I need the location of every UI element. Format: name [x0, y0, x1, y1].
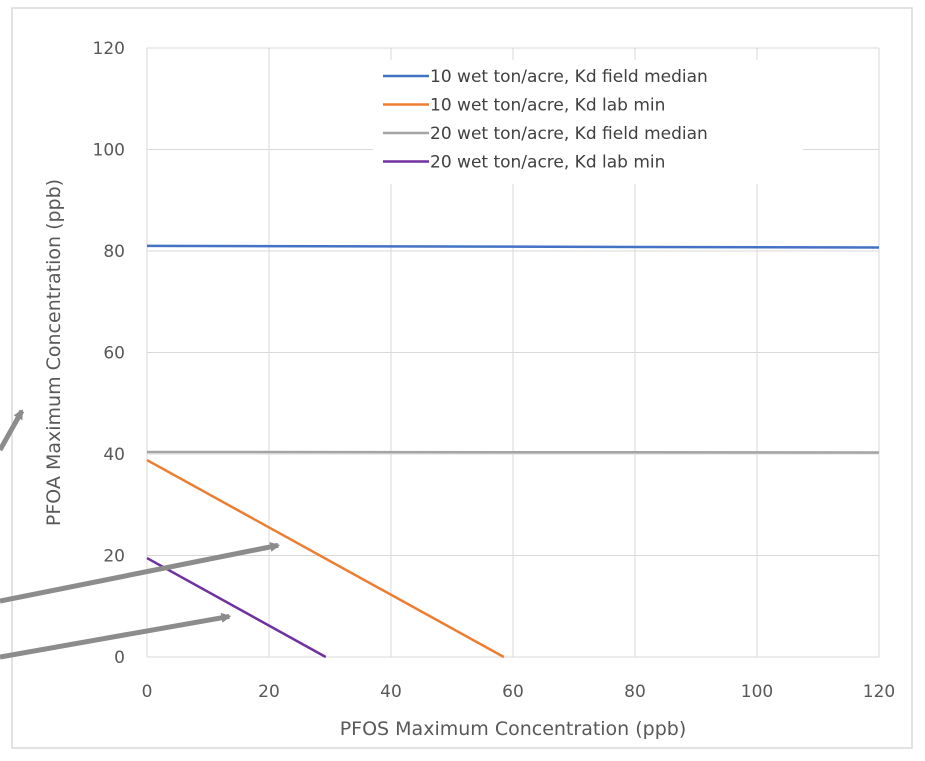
annotation-arrow — [0, 409, 25, 452]
y-tick-label: 0 — [114, 648, 125, 668]
series-lines — [146, 244, 880, 659]
x-tick-label: 20 — [258, 682, 280, 702]
annotation-arrow — [0, 542, 281, 604]
legend-label: 10 wet ton/acre, Kd lab min — [430, 96, 665, 116]
y-tick-label: 80 — [103, 242, 125, 262]
legend-background — [373, 60, 803, 184]
series-line — [146, 450, 880, 454]
x-tick-label: 100 — [741, 682, 773, 702]
x-axis-title: PFOS Maximum Concentration (ppb) — [340, 718, 687, 740]
gridlines — [146, 47, 880, 658]
y-axis-title: PFOA Maximum Concentration (ppb) — [43, 179, 65, 526]
y-tick-label: 120 — [93, 39, 125, 59]
y-tick-label: 40 — [103, 445, 125, 465]
x-tick-label: 60 — [502, 682, 524, 702]
series-line — [146, 458, 505, 659]
x-tick-label: 120 — [863, 682, 895, 702]
x-tick-label: 0 — [142, 682, 153, 702]
annotation-arrow — [0, 612, 232, 660]
series-line — [146, 556, 327, 659]
y-tick-label: 100 — [93, 141, 125, 161]
x-tick-label: 80 — [624, 682, 646, 702]
legend: 10 wet ton/acre, Kd field median 10 wet t… — [373, 60, 803, 184]
y-tick-label: 60 — [103, 344, 125, 364]
legend-label: 20 wet ton/acre, Kd lab min — [430, 153, 665, 173]
y-tick-label: 20 — [103, 547, 125, 567]
series-line — [146, 244, 880, 249]
legend-label: 10 wet ton/acre, Kd field median — [430, 67, 708, 87]
annotation-arrows — [0, 409, 281, 660]
x-tick-label: 40 — [380, 682, 402, 702]
tick-labels: 0 20 40 60 80 100 120 0 20 40 60 80 100 120 — [93, 39, 896, 702]
legend-label: 20 wet ton/acre, Kd field median — [430, 124, 708, 144]
